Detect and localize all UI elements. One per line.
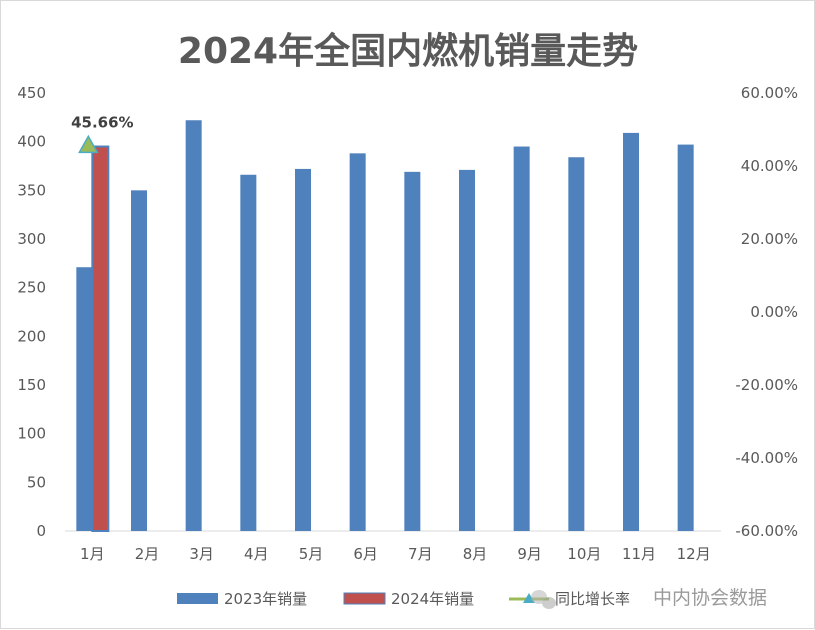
x-tick-label: 7月	[408, 545, 433, 563]
chart-bars	[76, 120, 694, 533]
x-tick-label: 3月	[189, 545, 214, 563]
y-left-tick-label: 50	[27, 473, 46, 491]
y-right-tick-label: 20.00%	[741, 230, 798, 248]
wechat-icon	[531, 590, 556, 609]
y-right-tick-label: 40.00%	[741, 157, 798, 175]
bar-2023	[459, 169, 475, 532]
legend-label-growth: 同比增长率	[555, 590, 630, 608]
bar-2023	[623, 132, 639, 531]
legend-label-2023: 2023年销量	[224, 590, 307, 608]
x-tick-label: 6月	[353, 545, 378, 563]
watermark-text: 中内协会数据	[653, 587, 767, 609]
bar-2023	[404, 171, 421, 531]
y-left-tick-label: 300	[17, 230, 46, 248]
legend-marker-growth	[523, 593, 535, 603]
x-tick-label: 4月	[244, 545, 269, 563]
x-tick-label: 5月	[299, 545, 324, 563]
bar-2023	[568, 157, 585, 532]
y-right-tick-label: 0.00%	[750, 303, 798, 321]
wechat-icon-bubble-small	[542, 597, 556, 609]
y-right-tick-label: -20.00%	[735, 376, 798, 394]
growth-marker	[78, 134, 99, 154]
x-tick-label: 10月	[567, 545, 601, 563]
chart-title: 2024年全国内燃机销量走势	[178, 30, 638, 72]
bar-2023	[131, 190, 147, 532]
x-tick-label: 12月	[677, 545, 711, 563]
y-left-tick-label: 450	[17, 84, 46, 102]
y-right-tick-label: -60.00%	[735, 522, 798, 540]
bar-2023	[677, 144, 694, 531]
legend-swatch-2023	[177, 593, 218, 604]
y-left-tick-label: 400	[17, 133, 46, 151]
x-tick-label: 11月	[622, 545, 656, 563]
x-tick-label: 1月	[80, 545, 105, 563]
y-right-tick-label: 60.00%	[741, 84, 798, 102]
bar-2024	[91, 145, 110, 533]
y-left-tick-label: 150	[17, 376, 46, 394]
x-tick-label: 9月	[517, 545, 542, 563]
y-left-tick-label: 350	[17, 181, 46, 199]
chart-growth-line: 45.66%	[71, 113, 134, 154]
bar-2023	[185, 120, 202, 532]
bar-2023	[76, 267, 93, 531]
legend-swatch-2024	[343, 592, 386, 605]
x-tick-label: 2月	[135, 545, 160, 563]
bar-2023	[349, 153, 366, 531]
bar-2023	[513, 146, 530, 532]
y-left-tick-label: 0	[36, 522, 46, 540]
y-left-tick-label: 250	[17, 279, 46, 297]
bar-2023	[240, 174, 257, 531]
y-left-tick-label: 100	[17, 425, 46, 443]
watermark: 中内协会数据	[531, 587, 767, 609]
y-right-tick-label: -40.00%	[735, 449, 798, 467]
chart-legend: 2023年销量 2024年销量 同比增长率	[177, 590, 630, 608]
growth-data-label: 45.66%	[71, 113, 133, 131]
chart-axes: 0 50 100 150 200 250 300 350 400 450 -60.00% -40.00…	[17, 84, 798, 563]
y-left-tick-label: 200	[17, 327, 46, 345]
legend-label-2024: 2024年销量	[391, 590, 474, 608]
x-tick-label: 8月	[463, 545, 488, 563]
bar-2023	[295, 168, 311, 532]
